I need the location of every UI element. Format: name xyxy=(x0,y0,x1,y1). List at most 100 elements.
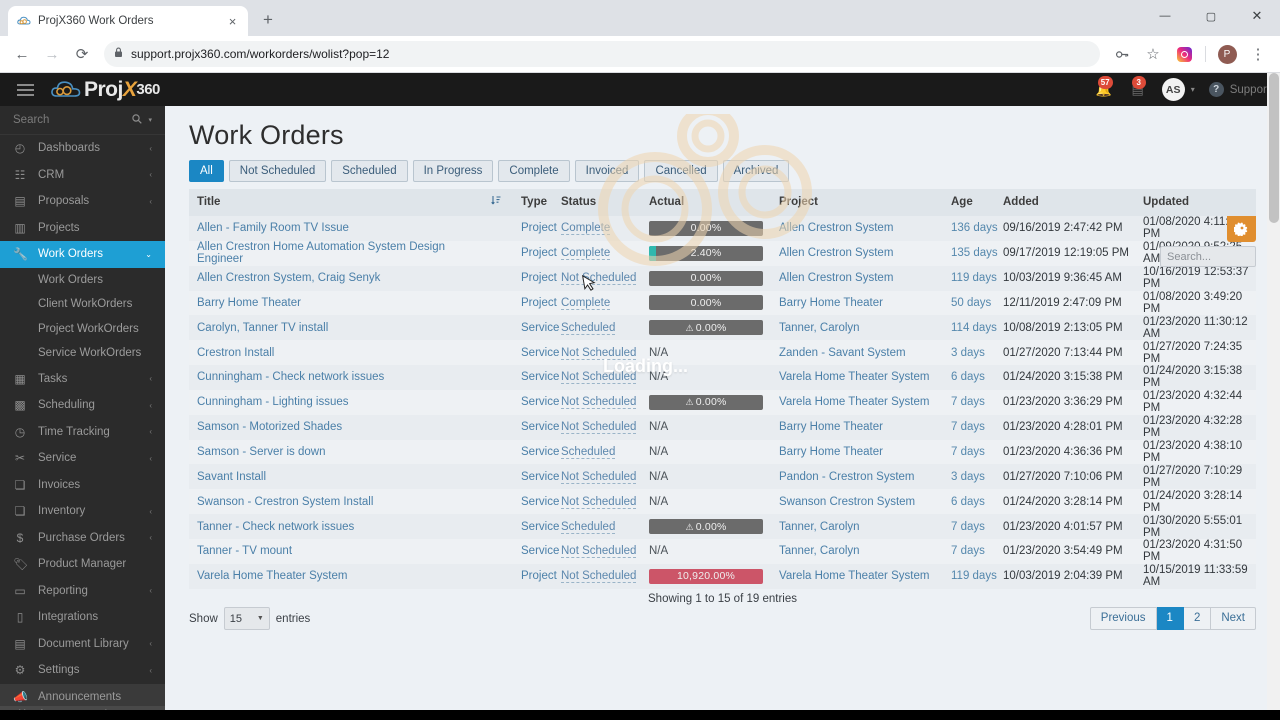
project-link[interactable]: Varela Home Theater System xyxy=(779,371,930,384)
table-row[interactable]: Tanner - TV mount Service Not Scheduled N/A… xyxy=(189,538,1256,564)
type-link[interactable]: Service xyxy=(521,446,560,459)
table-row[interactable]: Crestron Install Service Not Scheduled N/A Z… xyxy=(189,340,1256,366)
work-order-link[interactable]: Allen Crestron Home Automation System De… xyxy=(197,241,445,266)
bookmark-star-icon[interactable]: ☆ xyxy=(1146,46,1160,63)
status-link[interactable]: Scheduled xyxy=(561,321,616,335)
work-order-link[interactable]: Varela Home Theater System xyxy=(197,570,348,583)
project-link[interactable]: Varela Home Theater System xyxy=(779,396,930,409)
pagination-1[interactable]: 1 xyxy=(1156,606,1184,630)
instagram-extension-icon[interactable] xyxy=(1170,40,1198,68)
column-header-sort[interactable] xyxy=(491,189,521,216)
type-link[interactable]: Project xyxy=(521,570,557,583)
type-link[interactable]: Service xyxy=(521,346,560,359)
work-order-link[interactable]: Crestron Install xyxy=(197,346,275,359)
sidebar-subitem-project-workorders[interactable]: Project WorkOrders xyxy=(0,316,165,341)
filter-tab-scheduled[interactable]: Scheduled xyxy=(331,160,408,182)
table-row[interactable]: Allen Crestron Home Automation System De… xyxy=(189,240,1256,266)
sidebar-search[interactable]: Search ▾ xyxy=(0,106,165,135)
table-row[interactable]: Varela Home Theater System Project Not Sch… xyxy=(189,563,1256,589)
work-order-link[interactable]: Savant Install xyxy=(197,470,267,483)
browser-menu-icon[interactable]: ⋮ xyxy=(1250,46,1266,63)
project-link[interactable]: Allen Crestron System xyxy=(779,272,894,285)
filter-tab-not-scheduled[interactable]: Not Scheduled xyxy=(228,160,327,182)
pagination-next[interactable]: Next xyxy=(1211,606,1256,630)
project-link[interactable]: Barry Home Theater xyxy=(779,421,883,434)
sidebar-item-product-manager[interactable]: 🏷 Product Manager xyxy=(0,551,165,578)
app-logo[interactable]: Proj X 360 xyxy=(50,78,160,102)
status-link[interactable]: Complete xyxy=(561,296,611,310)
column-header-title[interactable]: Title xyxy=(189,189,491,216)
table-row[interactable]: Swanson - Crestron System Install Service… xyxy=(189,489,1256,515)
support-link[interactable]: ? Support xyxy=(1208,82,1270,97)
filter-tab-archived[interactable]: Archived xyxy=(722,160,790,182)
work-order-link[interactable]: Allen Crestron System, Craig Senyk xyxy=(197,272,381,285)
status-link[interactable]: Not Scheduled xyxy=(561,346,637,360)
sidebar-item-announcements[interactable]: 📣 Announcements xyxy=(0,683,165,710)
entries-select[interactable]: 15 ▼ xyxy=(223,607,270,631)
work-order-link[interactable]: Tanner - TV mount xyxy=(197,545,293,558)
sidebar-item-proposals[interactable]: ▤ Proposals ‹ xyxy=(0,188,165,215)
table-row[interactable]: Carolyn, Tanner TV install Service Schedul… xyxy=(189,315,1256,341)
password-key-icon[interactable] xyxy=(1108,40,1136,68)
status-link[interactable]: Not Scheduled xyxy=(561,272,637,286)
sidebar-item-service[interactable]: ✂ Service ‹ xyxy=(0,445,165,472)
status-link[interactable]: Not Scheduled xyxy=(561,545,637,559)
table-row[interactable]: Samson - Motorized Shades Service Not Sche… xyxy=(189,414,1256,440)
filter-tab-invoiced[interactable]: Invoiced xyxy=(574,160,640,182)
table-search-input[interactable]: Search... xyxy=(1160,246,1256,267)
column-header-updated[interactable]: Updated xyxy=(1143,189,1256,216)
project-link[interactable]: Swanson Crestron System xyxy=(779,495,916,508)
sidebar-item-settings[interactable]: ⚙ Settings ‹ xyxy=(0,657,165,684)
type-link[interactable]: Service xyxy=(521,520,560,533)
user-menu[interactable]: AS ▾ xyxy=(1161,78,1195,101)
work-order-link[interactable]: Samson - Server is down xyxy=(197,446,326,459)
project-link[interactable]: Tanner, Carolyn xyxy=(779,545,860,558)
pagination-2[interactable]: 2 xyxy=(1183,606,1212,630)
project-link[interactable]: Zanden - Savant System xyxy=(779,346,906,359)
notifications-bell[interactable]: 🔔 57 xyxy=(1094,75,1114,100)
project-link[interactable]: Varela Home Theater System xyxy=(779,570,930,583)
sidebar-item-scheduling[interactable]: ▩ Scheduling ‹ xyxy=(0,392,165,419)
column-header-age[interactable]: Age xyxy=(951,189,1003,216)
sidebar-item-dashboards[interactable]: ◴ Dashboards ‹ xyxy=(0,135,165,162)
status-link[interactable]: Not Scheduled xyxy=(561,495,637,509)
work-order-link[interactable]: Carolyn, Tanner TV install xyxy=(197,321,329,334)
project-link[interactable]: Allen Crestron System xyxy=(779,222,894,235)
type-link[interactable]: Project xyxy=(521,272,557,285)
work-order-link[interactable]: Tanner - Check network issues xyxy=(197,520,355,533)
sidebar-item-time-tracking[interactable]: ◷ Time Tracking ‹ xyxy=(0,419,165,446)
back-icon[interactable]: ← xyxy=(14,45,30,63)
sidebar-item-work-orders[interactable]: 🔧 Work Orders ⌄ xyxy=(0,241,165,268)
pagination-previous[interactable]: Previous xyxy=(1089,606,1157,630)
table-row[interactable]: Allen Crestron System, Craig Senyk Projec… xyxy=(189,265,1256,291)
sidebar-item-purchase-orders[interactable]: $ Purchase Orders ‹ xyxy=(0,525,165,552)
project-link[interactable]: Barry Home Theater xyxy=(779,296,883,309)
type-link[interactable]: Service xyxy=(521,421,560,434)
column-header-type[interactable]: Type xyxy=(521,189,561,216)
window-close-icon[interactable]: ✕ xyxy=(1251,8,1263,23)
sidebar-item-reporting[interactable]: ▭ Reporting ‹ xyxy=(0,578,165,605)
status-link[interactable]: Scheduled xyxy=(561,446,616,460)
address-bar[interactable]: support.projx360.com/workorders/wolist?p… xyxy=(104,41,1100,67)
sidebar-item-projects[interactable]: ▥ Projects xyxy=(0,215,165,242)
table-row[interactable]: Barry Home Theater Project Complete 0.00% Ba… xyxy=(189,290,1256,316)
filter-tab-in-progress[interactable]: In Progress xyxy=(412,160,494,182)
table-row[interactable]: Cunningham - Check network issues Service… xyxy=(189,365,1256,390)
status-link[interactable]: Not Scheduled xyxy=(561,421,637,435)
sidebar-item-invoices[interactable]: ❏ Invoices xyxy=(0,472,165,499)
project-link[interactable]: Barry Home Theater xyxy=(779,446,883,459)
project-link[interactable]: Tanner, Carolyn xyxy=(779,520,860,533)
profile-avatar[interactable]: P xyxy=(1213,40,1241,68)
work-order-link[interactable]: Cunningham - Check network issues xyxy=(197,371,385,384)
filter-tab-all[interactable]: All xyxy=(189,160,224,182)
sidebar-subitem-client-workorders[interactable]: Client WorkOrders xyxy=(0,292,165,317)
table-row[interactable]: Tanner - Check network issues Service Sche… xyxy=(189,514,1256,539)
type-link[interactable]: Service xyxy=(521,321,560,334)
column-header-project[interactable]: Project xyxy=(779,189,951,216)
table-row[interactable]: Allen - Family Room TV Issue Project Compl… xyxy=(189,216,1256,241)
sidebar-item-crm[interactable]: ☷ CRM ‹ xyxy=(0,162,165,189)
status-link[interactable]: Complete xyxy=(561,247,611,261)
status-link[interactable]: Not Scheduled xyxy=(561,470,637,484)
work-order-link[interactable]: Samson - Motorized Shades xyxy=(197,421,343,434)
table-row[interactable]: Savant Install Service Not Scheduled N/A Pan… xyxy=(189,464,1256,490)
